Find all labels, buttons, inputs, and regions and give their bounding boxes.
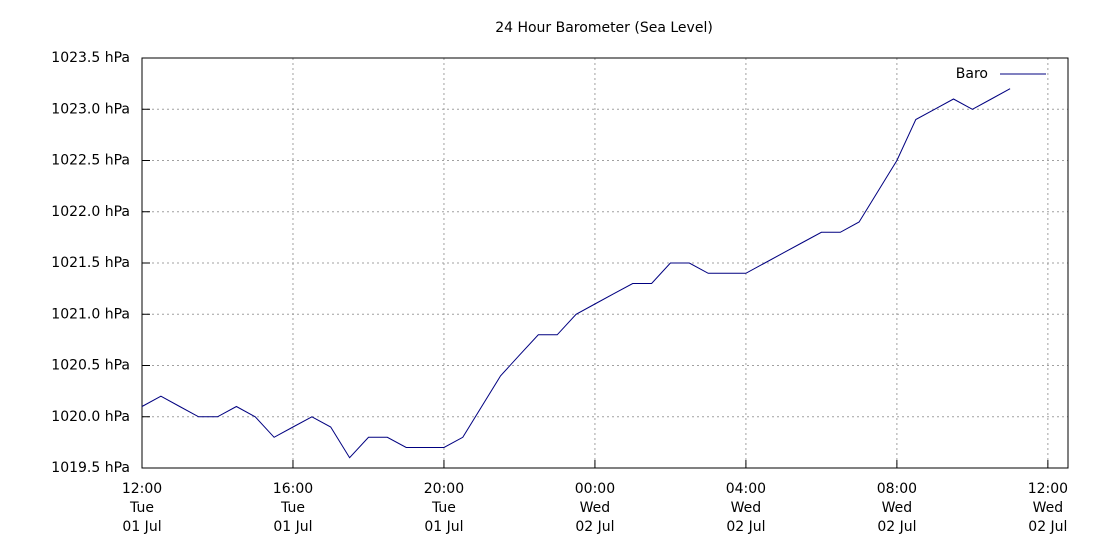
x-tick-label: Tue bbox=[431, 500, 456, 516]
x-tick-label: 02 Jul bbox=[726, 519, 765, 535]
x-tick-label: 02 Jul bbox=[877, 519, 916, 535]
x-tick-label: Tue bbox=[129, 500, 154, 516]
x-tick-label: 16:00 bbox=[273, 481, 313, 497]
y-tick-label: 1019.5 hPa bbox=[51, 460, 130, 476]
chart-title: 24 Hour Barometer (Sea Level) bbox=[495, 20, 713, 36]
x-tick-label: 01 Jul bbox=[122, 519, 161, 535]
x-tick-label: Wed bbox=[1033, 500, 1064, 516]
x-tick-label: 04:00 bbox=[726, 481, 766, 497]
x-tick-label: 02 Jul bbox=[575, 519, 614, 535]
legend-label: Baro bbox=[956, 66, 988, 82]
y-tick-label: 1021.0 hPa bbox=[51, 306, 130, 322]
x-tick-label: Wed bbox=[731, 500, 762, 516]
y-tick-label: 1023.5 hPa bbox=[51, 50, 130, 66]
y-tick-label: 1023.0 hPa bbox=[51, 101, 130, 117]
x-tick-label: 08:00 bbox=[877, 481, 917, 497]
x-tick-label: 20:00 bbox=[424, 481, 464, 497]
x-tick-label: Tue bbox=[280, 500, 305, 516]
x-tick-label: 00:00 bbox=[575, 481, 615, 497]
x-tick-label: 01 Jul bbox=[424, 519, 463, 535]
x-tick-label: 12:00 bbox=[1028, 481, 1068, 497]
y-tick-label: 1020.0 hPa bbox=[51, 409, 130, 425]
x-tick-label: 02 Jul bbox=[1028, 519, 1067, 535]
x-tick-label: Wed bbox=[882, 500, 913, 516]
y-tick-label: 1022.5 hPa bbox=[51, 153, 130, 169]
y-tick-label: 1021.5 hPa bbox=[51, 255, 130, 271]
y-tick-label: 1020.5 hPa bbox=[51, 358, 130, 374]
x-tick-label: Wed bbox=[580, 500, 611, 516]
plot-frame bbox=[141, 57, 1069, 469]
x-tick-label: 01 Jul bbox=[273, 519, 312, 535]
y-tick-label: 1022.0 hPa bbox=[51, 204, 130, 220]
line bbox=[141, 88, 1011, 459]
x-tick-label: 12:00 bbox=[122, 481, 162, 497]
